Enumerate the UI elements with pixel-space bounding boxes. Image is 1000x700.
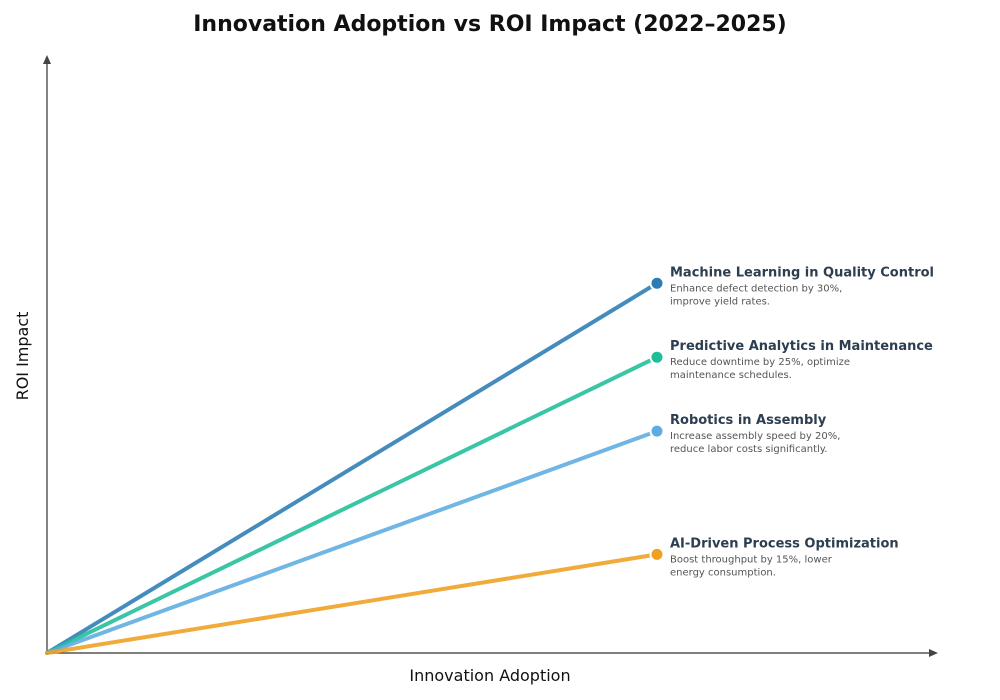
series-label-robotics-in-assembly: Robotics in Assembly: [670, 413, 827, 428]
label-layer: Machine Learning in Quality Control Enhan…: [670, 265, 934, 578]
series-end-point-machine-learning-in-quality-control: [649, 275, 665, 291]
series-label-machine-learning-in-quality-control: Machine Learning in Quality Control: [670, 265, 934, 280]
y-axis-label: ROI Impact: [13, 312, 32, 401]
series-end-point-predictive-analytics-in-maintenance: [649, 349, 665, 365]
series-label-ai-driven-process-optimization: AI-Driven Process Optimization: [670, 536, 899, 551]
series-description-ai-driven-process-optimization-line-2: energy consumption.: [670, 567, 776, 578]
series-description-machine-learning-in-quality-control-line-1: Enhance defect detection by 30%,: [670, 283, 842, 294]
series-description-robotics-in-assembly-line-2: reduce labor costs significantly.: [670, 444, 827, 455]
series-description-robotics-in-assembly-line-1: Increase assembly speed by 20%,: [670, 431, 840, 442]
series-line-machine-learning-in-quality-control: [45, 281, 659, 655]
series-description-predictive-analytics-in-maintenance-line-1: Reduce downtime by 25%, optimize: [670, 357, 850, 368]
series-end-point-ai-driven-process-optimization: [649, 546, 665, 562]
series-line-ai-driven-process-optimization: [45, 552, 659, 655]
series-description-machine-learning-in-quality-control-line-2: improve yield rates.: [670, 296, 770, 307]
chart-title: Innovation Adoption vs ROI Impact (2022–…: [193, 12, 787, 37]
x-axis-arrow: [929, 649, 938, 657]
series-layer: [45, 275, 665, 655]
series-label-predictive-analytics-in-maintenance: Predictive Analytics in Maintenance: [670, 339, 933, 354]
series-line-robotics-in-assembly: [45, 429, 659, 655]
series-description-predictive-analytics-in-maintenance-line-2: maintenance schedules.: [670, 370, 792, 381]
series-end-point-robotics-in-assembly: [649, 423, 665, 439]
y-axis-arrow: [43, 55, 51, 64]
series-line-predictive-analytics-in-maintenance: [45, 355, 659, 655]
x-axis-label: Innovation Adoption: [409, 666, 570, 685]
series-description-ai-driven-process-optimization-line-1: Boost throughput by 15%, lower: [670, 554, 833, 565]
